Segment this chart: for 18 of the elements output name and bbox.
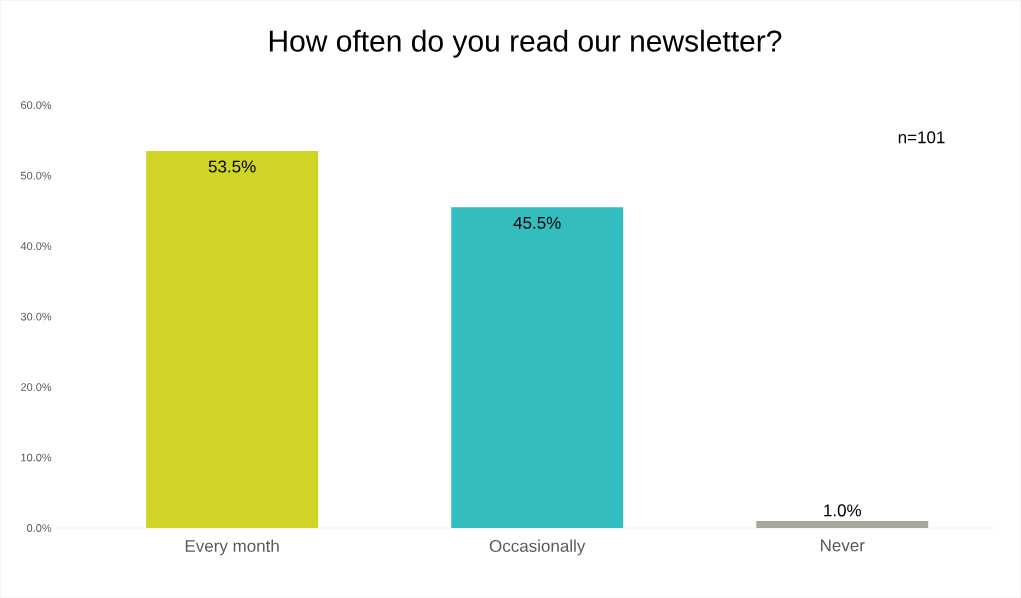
x-tick-label: Never (821, 539, 865, 552)
y-tick-label: 60.0% (21, 101, 52, 109)
bar (756, 520, 929, 528)
y-tick-label: 10.0% (21, 453, 52, 462)
y-tick-label: 30.0% (20, 312, 52, 321)
x-tick-label: Occasionally (489, 539, 586, 556)
y-tick-label: 0.0% (27, 524, 52, 532)
x-tick-label: Every month (185, 539, 279, 556)
annotation: n=101 (898, 131, 945, 144)
y-tick-label: 50.0% (20, 171, 52, 180)
bar (451, 207, 624, 528)
chart-title: How often do you read our newsletter? (269, 29, 782, 58)
bar (146, 150, 319, 528)
data-label: 45.5% (513, 216, 561, 229)
y-tick-label: 20.0% (21, 383, 52, 391)
y-tick-label: 40.0% (20, 242, 52, 250)
data-label: 1.0% (824, 504, 862, 517)
data-label: 53.5% (208, 160, 256, 173)
